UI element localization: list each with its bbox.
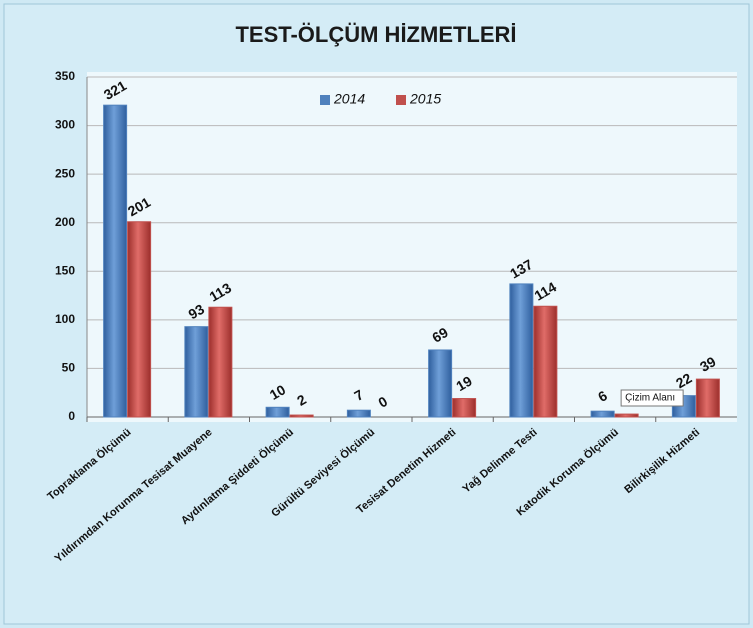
- y-tick-label: 350: [55, 69, 75, 83]
- tooltip: Çizim Alanı: [625, 393, 675, 404]
- y-tick-label: 200: [55, 215, 75, 229]
- value-label: 39: [697, 353, 719, 375]
- bar: [428, 349, 453, 418]
- value-label: 10: [267, 381, 289, 403]
- y-tick-label: 50: [62, 361, 76, 375]
- bar: [695, 378, 720, 418]
- value-label: 93: [185, 301, 207, 323]
- bar: [346, 409, 371, 418]
- bar: [614, 413, 639, 418]
- value-label: 19: [453, 372, 475, 394]
- bar: [289, 414, 314, 418]
- bar: [533, 305, 558, 418]
- value-label: 69: [429, 324, 451, 346]
- bar: [208, 306, 233, 418]
- y-tick-label: 300: [55, 118, 75, 132]
- bar: [265, 406, 290, 418]
- y-tick-label: 150: [55, 263, 75, 277]
- bar: [590, 410, 615, 418]
- value-label: 22: [673, 370, 695, 392]
- legend-label: 2015: [409, 91, 441, 107]
- bar: [184, 326, 209, 418]
- legend-label: 2014: [333, 91, 365, 107]
- legend-swatch: [320, 95, 330, 105]
- bar: [509, 283, 534, 418]
- y-tick-label: 250: [55, 166, 75, 180]
- legend-swatch: [396, 95, 406, 105]
- y-tick-label: 0: [68, 409, 75, 423]
- bar: [103, 104, 128, 418]
- tooltip-box: [620, 389, 684, 407]
- bar: [452, 398, 477, 418]
- y-tick-label: 100: [55, 312, 75, 326]
- bar: [127, 221, 152, 418]
- chart-title: TEST-ÖLÇÜM HİZMETLERİ: [235, 22, 516, 47]
